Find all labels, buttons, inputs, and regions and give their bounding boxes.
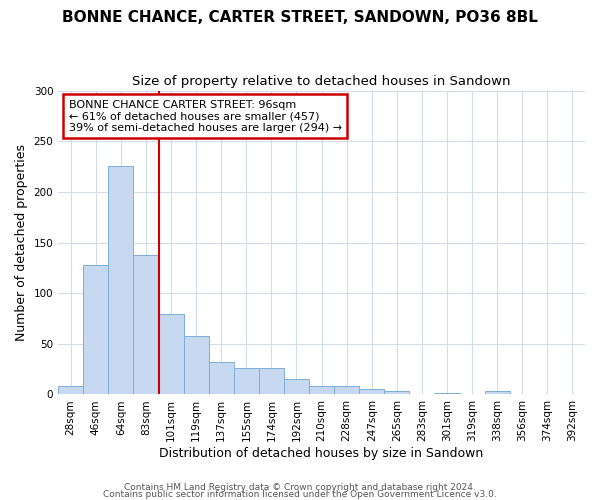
Bar	[485, 392, 510, 394]
Text: Contains HM Land Registry data © Crown copyright and database right 2024.: Contains HM Land Registry data © Crown c…	[124, 484, 476, 492]
Bar	[158, 314, 184, 394]
Bar	[184, 336, 209, 394]
Bar	[359, 390, 385, 394]
Bar	[334, 386, 359, 394]
Bar	[83, 265, 109, 394]
Y-axis label: Number of detached properties: Number of detached properties	[15, 144, 28, 341]
Bar	[58, 386, 83, 394]
Text: Contains public sector information licensed under the Open Government Licence v3: Contains public sector information licen…	[103, 490, 497, 499]
Bar	[209, 362, 234, 394]
Bar	[385, 392, 409, 394]
Bar	[259, 368, 284, 394]
Bar	[284, 380, 309, 394]
Bar	[109, 166, 133, 394]
Bar	[234, 368, 259, 394]
Bar	[133, 254, 158, 394]
X-axis label: Distribution of detached houses by size in Sandown: Distribution of detached houses by size …	[160, 447, 484, 460]
Text: BONNE CHANCE CARTER STREET: 96sqm
← 61% of detached houses are smaller (457)
39%: BONNE CHANCE CARTER STREET: 96sqm ← 61% …	[69, 100, 342, 133]
Text: BONNE CHANCE, CARTER STREET, SANDOWN, PO36 8BL: BONNE CHANCE, CARTER STREET, SANDOWN, PO…	[62, 10, 538, 25]
Bar	[309, 386, 334, 394]
Title: Size of property relative to detached houses in Sandown: Size of property relative to detached ho…	[133, 75, 511, 88]
